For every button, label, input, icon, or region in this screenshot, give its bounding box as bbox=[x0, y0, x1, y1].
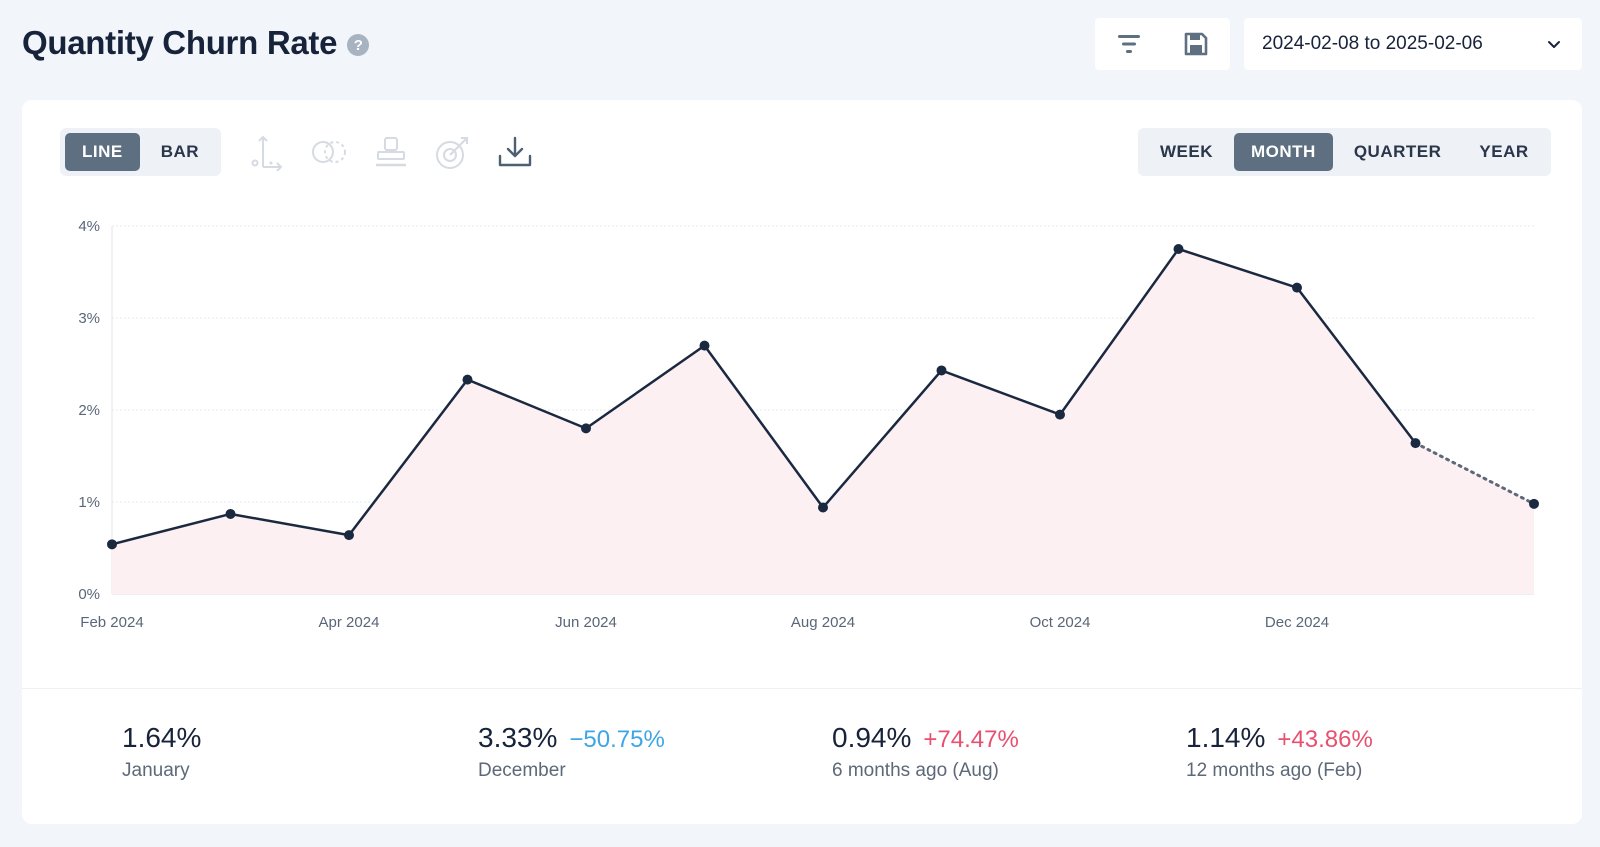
x-tick-label: Feb 2024 bbox=[80, 614, 143, 631]
data-point bbox=[107, 539, 117, 550]
data-point bbox=[1529, 498, 1539, 509]
axis-icon bbox=[251, 135, 283, 171]
date-range-picker[interactable]: 2024-02-08 to 2025-02-06 bbox=[1244, 18, 1582, 70]
line-chart-button[interactable]: LINE bbox=[65, 133, 140, 171]
chart-tools bbox=[247, 132, 535, 172]
data-point bbox=[1292, 282, 1302, 293]
stat-six-months: 0.94% +74.47% 6 months ago (Aug) bbox=[832, 722, 1019, 782]
save-button[interactable] bbox=[1176, 24, 1216, 64]
data-point bbox=[699, 340, 710, 351]
compare-icon bbox=[312, 141, 346, 163]
month-button[interactable]: MONTH bbox=[1234, 133, 1333, 171]
churn-line-chart: 0% 1% 2% 3% 4% Feb 2024 Apr 2024 Jun 2024 Aug 20… bbox=[78, 218, 1539, 631]
date-range-value: 2024-02-08 to 2025-02-06 bbox=[1262, 33, 1483, 54]
filter-button[interactable] bbox=[1109, 24, 1149, 64]
download-button[interactable] bbox=[495, 132, 535, 172]
stats-divider bbox=[22, 688, 1582, 689]
chart-type-toggle: LINE BAR bbox=[60, 128, 222, 176]
chart-card: LINE BAR bbox=[22, 100, 1582, 824]
stat-label: 6 months ago (Aug) bbox=[832, 760, 999, 781]
y-tick-label: 2% bbox=[78, 402, 100, 419]
stat-current: 1.64% January bbox=[122, 722, 201, 782]
filter-icon bbox=[1117, 35, 1140, 53]
y-tick-label: 1% bbox=[78, 494, 100, 511]
stat-value: 1.14% bbox=[1186, 722, 1266, 753]
data-point bbox=[462, 374, 473, 385]
stat-value: 0.94% bbox=[832, 722, 912, 753]
x-tick-label: Apr 2024 bbox=[319, 614, 380, 631]
y-tick-label: 0% bbox=[78, 586, 100, 603]
stat-change: +43.86% bbox=[1277, 726, 1373, 753]
data-point bbox=[225, 508, 236, 519]
year-button[interactable]: YEAR bbox=[1479, 142, 1529, 161]
stat-previous-month: 3.33% −50.75% December bbox=[478, 722, 665, 782]
download-icon bbox=[498, 136, 532, 167]
y-tick-label: 4% bbox=[78, 218, 100, 235]
data-point bbox=[1173, 244, 1184, 254]
week-button[interactable]: WEEK bbox=[1160, 142, 1213, 161]
bar-chart-button[interactable]: BAR bbox=[160, 142, 200, 161]
y-tick-label: 3% bbox=[78, 310, 100, 327]
stat-label: January bbox=[122, 760, 190, 781]
header-toolbar bbox=[1095, 18, 1230, 70]
x-tick-label: Jun 2024 bbox=[555, 614, 617, 631]
compare-button[interactable] bbox=[309, 132, 349, 172]
x-tick-label: Dec 2024 bbox=[1265, 614, 1329, 631]
series-line bbox=[111, 247, 1417, 546]
save-icon bbox=[1184, 32, 1208, 56]
page-title: Quantity Churn Rate ? bbox=[22, 24, 370, 62]
data-point bbox=[344, 530, 354, 541]
stat-label: 12 months ago (Feb) bbox=[1186, 760, 1363, 781]
quarter-button[interactable]: QUARTER bbox=[1353, 142, 1442, 161]
period-toggle: WEEK MONTH QUARTER YEAR bbox=[1138, 128, 1551, 176]
axis-button[interactable] bbox=[247, 132, 287, 172]
stat-label: December bbox=[478, 760, 566, 781]
x-tick-label: Oct 2024 bbox=[1030, 614, 1091, 631]
target-icon bbox=[436, 137, 468, 169]
data-point bbox=[581, 423, 591, 434]
stat-change: −50.75% bbox=[569, 726, 665, 753]
data-point bbox=[936, 365, 947, 376]
goal-button[interactable] bbox=[371, 132, 411, 172]
goal-icon bbox=[376, 137, 406, 167]
chevron-down-icon bbox=[1548, 41, 1560, 48]
data-point bbox=[1410, 438, 1421, 449]
area-fill bbox=[112, 249, 1534, 594]
partial-series-line bbox=[1414, 441, 1536, 506]
stat-change: +74.47% bbox=[923, 726, 1019, 753]
stat-twelve-months: 1.14% +43.86% 12 months ago (Feb) bbox=[1186, 722, 1373, 782]
stat-value: 3.33% bbox=[478, 722, 558, 753]
help-icon[interactable]: ? bbox=[347, 34, 370, 56]
page-title-text: Quantity Churn Rate bbox=[22, 24, 338, 61]
data-point bbox=[1055, 409, 1065, 420]
data-point bbox=[818, 502, 828, 513]
x-tick-label: Aug 2024 bbox=[791, 614, 855, 631]
target-button[interactable] bbox=[433, 132, 473, 172]
stat-value: 1.64% bbox=[122, 722, 202, 753]
